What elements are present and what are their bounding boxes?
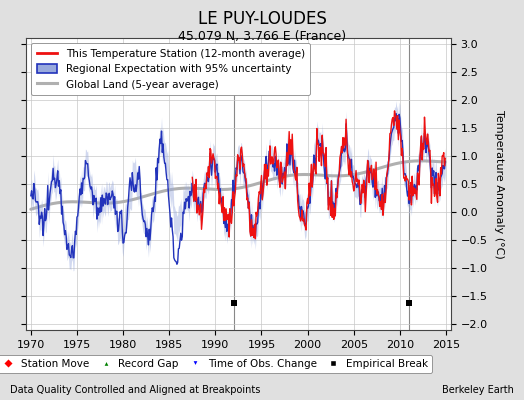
- Text: Data Quality Controlled and Aligned at Breakpoints: Data Quality Controlled and Aligned at B…: [10, 385, 261, 395]
- Text: 45.079 N, 3.766 E (France): 45.079 N, 3.766 E (France): [178, 30, 346, 43]
- Legend: Station Move, Record Gap, Time of Obs. Change, Empirical Break: Station Move, Record Gap, Time of Obs. C…: [0, 355, 432, 373]
- Text: Berkeley Earth: Berkeley Earth: [442, 385, 514, 395]
- Text: LE PUY-LOUDES: LE PUY-LOUDES: [198, 10, 326, 28]
- Y-axis label: Temperature Anomaly (°C): Temperature Anomaly (°C): [494, 110, 504, 258]
